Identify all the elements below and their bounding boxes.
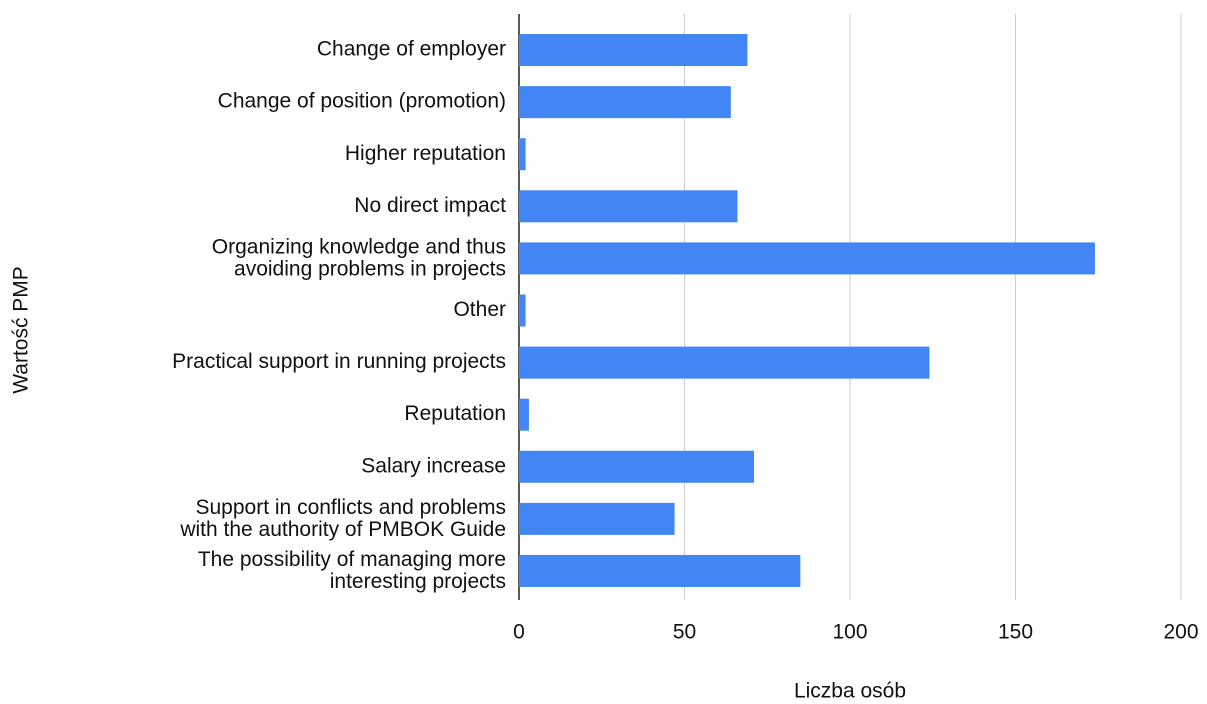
bar (519, 554, 801, 587)
y-tick-label: Higher reputation (345, 142, 506, 165)
x-axis-title: Liczba osób (794, 680, 906, 703)
bar (519, 242, 1095, 275)
y-tick-label: Salary increase (361, 454, 506, 477)
x-tick-label: 100 (832, 621, 867, 644)
y-tick-label: Support in conflicts and problems with th… (179, 495, 506, 540)
bar (519, 502, 675, 535)
y-tick-label: Practical support in running projects (172, 350, 506, 373)
bar (519, 450, 755, 483)
y-tick-label: Organizing knowledge and thus avoiding pr… (212, 235, 506, 280)
bar (519, 34, 748, 67)
bar (519, 398, 529, 431)
bar (519, 294, 526, 327)
bar (519, 138, 526, 171)
y-tick-label: Reputation (404, 402, 506, 425)
y-axis-title: Wartość PMP (10, 266, 33, 394)
y-tick-label: Change of employer (317, 38, 506, 61)
y-tick-label: Change of position (promotion) (218, 90, 506, 113)
x-tick-label: 150 (998, 621, 1033, 644)
y-tick-label: No direct impact (354, 194, 506, 217)
x-tick-label: 0 (513, 621, 525, 644)
x-tick-label: 50 (673, 621, 696, 644)
x-tick-label: 200 (1163, 621, 1198, 644)
bar (519, 190, 738, 223)
y-tick-label: The possibility of managing more interest… (198, 548, 506, 593)
bar (519, 86, 731, 119)
bar (519, 346, 930, 379)
y-tick-label: Other (453, 298, 506, 321)
